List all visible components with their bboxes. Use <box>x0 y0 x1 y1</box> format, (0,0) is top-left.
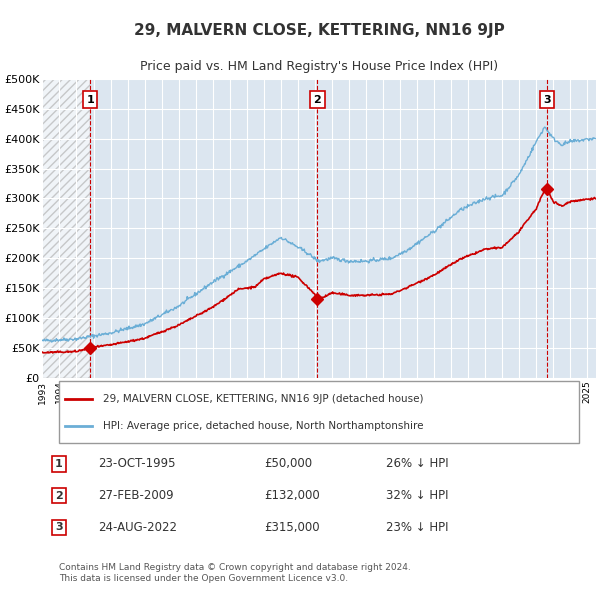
Text: 27-FEB-2009: 27-FEB-2009 <box>98 489 173 502</box>
Text: 3: 3 <box>55 522 63 532</box>
Text: £50,000: £50,000 <box>264 457 312 470</box>
Text: 26% ↓ HPI: 26% ↓ HPI <box>386 457 448 470</box>
Polygon shape <box>43 79 90 378</box>
Text: 32% ↓ HPI: 32% ↓ HPI <box>386 489 448 502</box>
Text: 24-AUG-2022: 24-AUG-2022 <box>98 521 177 534</box>
Text: Contains HM Land Registry data © Crown copyright and database right 2024.
This d: Contains HM Land Registry data © Crown c… <box>59 563 411 582</box>
Text: 2: 2 <box>55 491 63 501</box>
Text: £315,000: £315,000 <box>264 521 319 534</box>
Text: £132,000: £132,000 <box>264 489 320 502</box>
Text: Price paid vs. HM Land Registry's House Price Index (HPI): Price paid vs. HM Land Registry's House … <box>140 60 498 73</box>
Text: 1: 1 <box>55 459 63 469</box>
Text: 23-OCT-1995: 23-OCT-1995 <box>98 457 175 470</box>
Text: 29, MALVERN CLOSE, KETTERING, NN16 9JP: 29, MALVERN CLOSE, KETTERING, NN16 9JP <box>134 23 505 38</box>
FancyBboxPatch shape <box>59 381 579 443</box>
Text: 3: 3 <box>544 95 551 105</box>
Text: 23% ↓ HPI: 23% ↓ HPI <box>386 521 448 534</box>
Text: 2: 2 <box>314 95 322 105</box>
Text: 1: 1 <box>86 95 94 105</box>
Text: 29, MALVERN CLOSE, KETTERING, NN16 9JP (detached house): 29, MALVERN CLOSE, KETTERING, NN16 9JP (… <box>103 394 424 404</box>
Text: HPI: Average price, detached house, North Northamptonshire: HPI: Average price, detached house, Nort… <box>103 421 424 431</box>
